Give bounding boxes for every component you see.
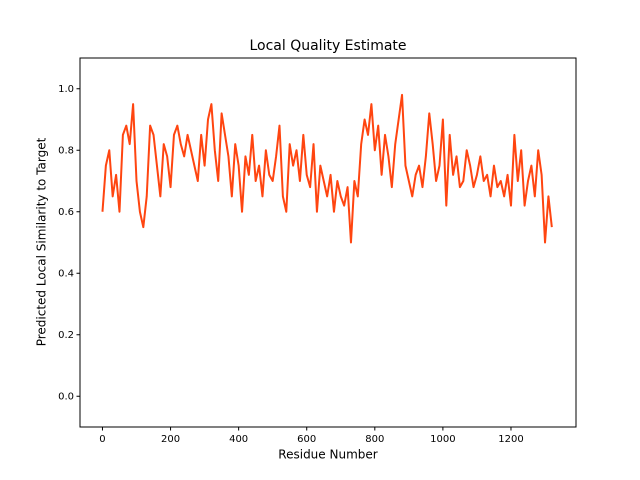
chart-title: Local Quality Estimate xyxy=(249,38,406,54)
y-tick-label: 0.6 xyxy=(58,207,74,218)
x-tick-label: 1000 xyxy=(430,434,455,445)
x-tick-label: 400 xyxy=(229,434,248,445)
plot-frame xyxy=(79,57,577,428)
x-axis-label: Residue Number xyxy=(278,448,377,462)
x-tick-label: 800 xyxy=(365,434,384,445)
y-tick-label: 0.8 xyxy=(58,145,74,156)
x-tick-label: 1200 xyxy=(498,434,523,445)
y-tick-label: 0.4 xyxy=(58,268,74,279)
y-tick-label: 1.0 xyxy=(58,84,74,95)
x-tick-label: 0 xyxy=(99,434,105,445)
x-tick-label: 200 xyxy=(161,434,180,445)
y-tick-label: 0.2 xyxy=(58,330,74,341)
y-tick-label: 0.0 xyxy=(58,391,74,402)
x-tick-label: 600 xyxy=(297,434,316,445)
y-axis-label: Predicted Local Similarity to Target xyxy=(35,137,49,346)
data-line xyxy=(101,93,553,244)
